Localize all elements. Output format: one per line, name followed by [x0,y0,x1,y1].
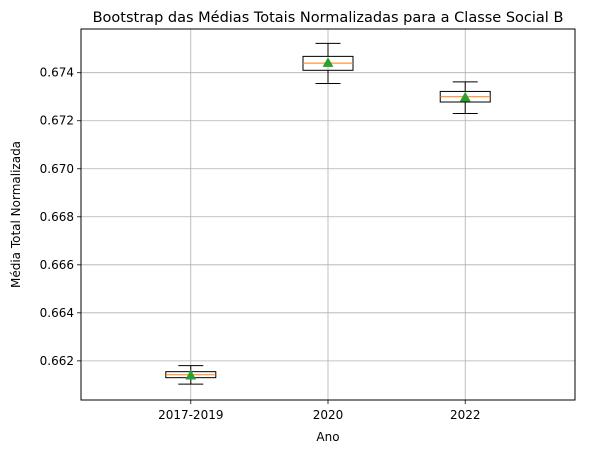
y-tick-label: 0.662 [40,354,74,368]
x-tick-label: 2020 [313,408,344,422]
y-tick-label: 0.670 [40,162,74,176]
box-series [165,42,491,385]
mean-marker [185,369,197,380]
y-tick-label: 0.674 [40,66,74,80]
box-2017-2019 [165,365,217,385]
x-tick-label: 2022 [450,408,481,422]
y-tick-label: 0.668 [40,210,74,224]
box-2022 [439,81,491,115]
y-axis-label: Média Total Normalizada [9,141,23,288]
mean-marker [459,91,471,102]
y-tick-label: 0.672 [40,114,74,128]
x-axis-ticks: 2017-2019 2020 2022 [158,400,480,422]
mean-marker [322,57,334,67]
grid-lines [81,29,575,400]
x-axis-label: Ano [316,430,339,444]
chart-title: Bootstrap das Médias Totais Normalizadas… [93,10,564,26]
y-tick-label: 0.664 [40,306,74,320]
x-tick-label: 2017-2019 [158,408,223,422]
y-tick-label: 0.666 [40,258,74,272]
box-2020 [302,42,354,85]
y-axis-ticks: 0.662 0.664 0.666 0.668 0.670 0.672 0.674 [40,66,81,368]
